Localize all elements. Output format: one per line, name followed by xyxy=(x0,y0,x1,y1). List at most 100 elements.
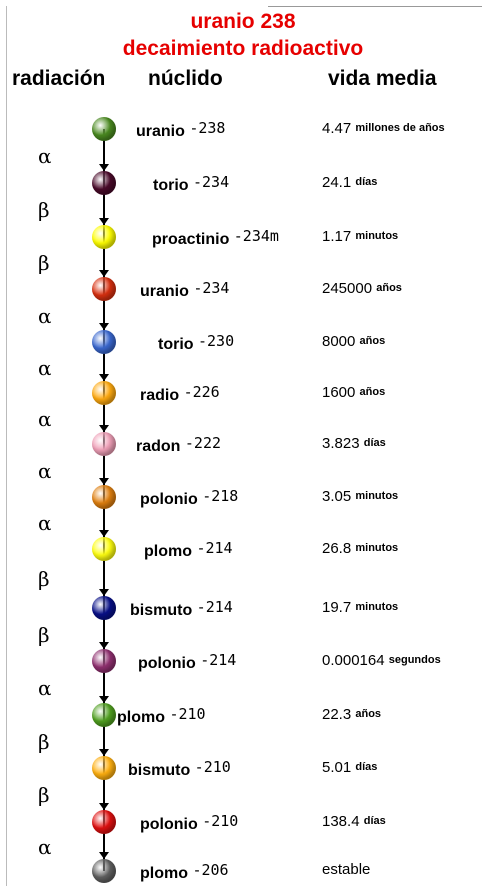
nuclide-mass: -230 xyxy=(198,332,235,350)
nuclide-ball xyxy=(92,756,116,780)
nuclide-ball xyxy=(92,810,116,834)
nuclide-ball xyxy=(92,225,116,249)
half-life-value: 19.7 xyxy=(322,599,356,616)
half-life-unit: años xyxy=(355,708,382,720)
nuclide-mass: -214 xyxy=(196,539,233,557)
half-life-label: 138.4 días xyxy=(322,811,386,832)
decay-arrow xyxy=(99,530,109,537)
nuclide-label: polonio -218 xyxy=(140,486,238,510)
half-life-label: 26.8 minutos xyxy=(322,538,398,559)
nuclide-label: plomo -210 xyxy=(117,704,206,728)
nuclide-mass: -234 xyxy=(193,279,230,297)
nuclide-ball xyxy=(92,859,116,883)
decay-arrow xyxy=(99,425,109,432)
nuclide-label: uranio -238 xyxy=(136,118,225,142)
nuclide-ball xyxy=(92,277,116,301)
half-life-unit: años xyxy=(359,386,386,398)
nuclide-mass: -222 xyxy=(184,434,222,452)
nuclide-ball xyxy=(92,432,116,456)
nuclide-label: torio -230 xyxy=(158,331,234,355)
half-life-value: 3.823 xyxy=(322,435,364,452)
nuclide-label: bismuto -214 xyxy=(130,597,233,621)
nuclide-label: plomo -206 xyxy=(140,860,229,884)
nuclide-name: uranio xyxy=(140,283,194,300)
nuclide-mass: -218 xyxy=(202,487,239,505)
nuclide-mass: -238 xyxy=(189,119,226,137)
half-life-label: 3.05 minutos xyxy=(322,486,398,507)
nuclide-name: plomo xyxy=(117,709,170,726)
nuclide-ball xyxy=(92,381,116,405)
half-life-label: 24.1 días xyxy=(322,172,377,193)
half-life-unit: días xyxy=(363,437,386,449)
decay-arrow xyxy=(99,852,109,859)
nuclide-mass: -206 xyxy=(192,861,229,879)
nuclide-name: radio xyxy=(140,387,184,404)
nuclide-name: bismuto xyxy=(130,602,197,619)
nuclide-mass: -210 xyxy=(202,812,239,830)
beta-radiation: β xyxy=(38,198,50,222)
nuclide-mass: -214 xyxy=(200,651,237,669)
beta-radiation: β xyxy=(38,729,50,754)
alpha-radiation: α xyxy=(38,303,52,328)
half-life-label: 0.000164 segundos xyxy=(322,650,441,671)
half-life-value: 1.17 xyxy=(322,228,356,245)
nuclide-name: polonio xyxy=(138,655,201,672)
half-life-unit: años xyxy=(376,282,402,294)
title-line-1: uranio 238 xyxy=(190,10,296,33)
decay-arrow xyxy=(99,749,109,756)
nuclide-label: torio -234 xyxy=(153,172,229,196)
decay-arrow xyxy=(99,803,109,810)
nuclide-mass: -214 xyxy=(196,598,233,616)
nuclide-label: bismuto -210 xyxy=(128,757,231,781)
nuclide-ball xyxy=(92,117,116,141)
nuclide-name: uranio xyxy=(136,123,190,140)
half-life-unit: días xyxy=(355,176,378,188)
header-half-life: vida media xyxy=(328,67,437,90)
half-life-unit: minutos xyxy=(355,230,399,242)
nuclide-ball xyxy=(92,330,116,354)
half-life-value: estable xyxy=(322,861,371,878)
nuclide-label: uranio -234 xyxy=(140,278,229,302)
nuclide-name: torio xyxy=(153,177,193,194)
decay-arrow xyxy=(99,270,109,277)
half-life-value: 3.05 xyxy=(322,488,356,505)
half-life-value: 22.3 xyxy=(322,706,356,723)
nuclide-mass: -210 xyxy=(169,705,206,723)
nuclide-label: polonio -210 xyxy=(140,811,238,835)
half-life-unit: millones de años xyxy=(355,122,445,134)
half-life-unit: minutos xyxy=(355,542,399,554)
half-life-label: 22.3 años xyxy=(322,704,381,725)
nuclide-label: proactinio -234m xyxy=(152,226,279,250)
frame-left-line xyxy=(6,6,7,886)
half-life-value: 245000 xyxy=(322,280,377,297)
frame-top-line xyxy=(268,6,482,7)
half-life-value: 0.000164 xyxy=(322,652,389,669)
half-life-value: 4.47 xyxy=(322,120,356,137)
beta-radiation: β xyxy=(38,783,50,807)
decay-arrow xyxy=(99,589,109,596)
nuclide-label: radio -226 xyxy=(140,382,220,406)
alpha-radiation: α xyxy=(38,144,52,168)
nuclide-name: torio xyxy=(158,336,198,353)
header-nuclide: núclido xyxy=(148,67,223,90)
alpha-radiation: α xyxy=(38,676,52,700)
half-life-label: 3.823 días xyxy=(322,433,386,454)
half-life-label: 5.01 días xyxy=(322,757,377,778)
half-life-value: 138.4 xyxy=(322,813,364,830)
decay-arrow xyxy=(99,218,109,225)
nuclide-ball xyxy=(92,649,116,673)
nuclide-mass: -226 xyxy=(183,383,220,401)
nuclide-name: plomo xyxy=(140,865,193,882)
decay-arrow xyxy=(99,696,109,703)
nuclide-name: radon xyxy=(136,438,185,455)
nuclide-label: plomo -214 xyxy=(144,538,233,562)
nuclide-mass: -234 xyxy=(193,173,230,191)
half-life-label: 1600 años xyxy=(322,382,385,403)
nuclide-ball xyxy=(92,703,116,727)
half-life-label: 8000 años xyxy=(322,331,385,352)
half-life-label: 4.47 millones de años xyxy=(322,118,445,139)
half-life-unit: años xyxy=(359,335,386,347)
nuclide-ball xyxy=(92,485,116,509)
half-life-unit: minutos xyxy=(355,601,399,613)
half-life-value: 5.01 xyxy=(322,759,356,776)
